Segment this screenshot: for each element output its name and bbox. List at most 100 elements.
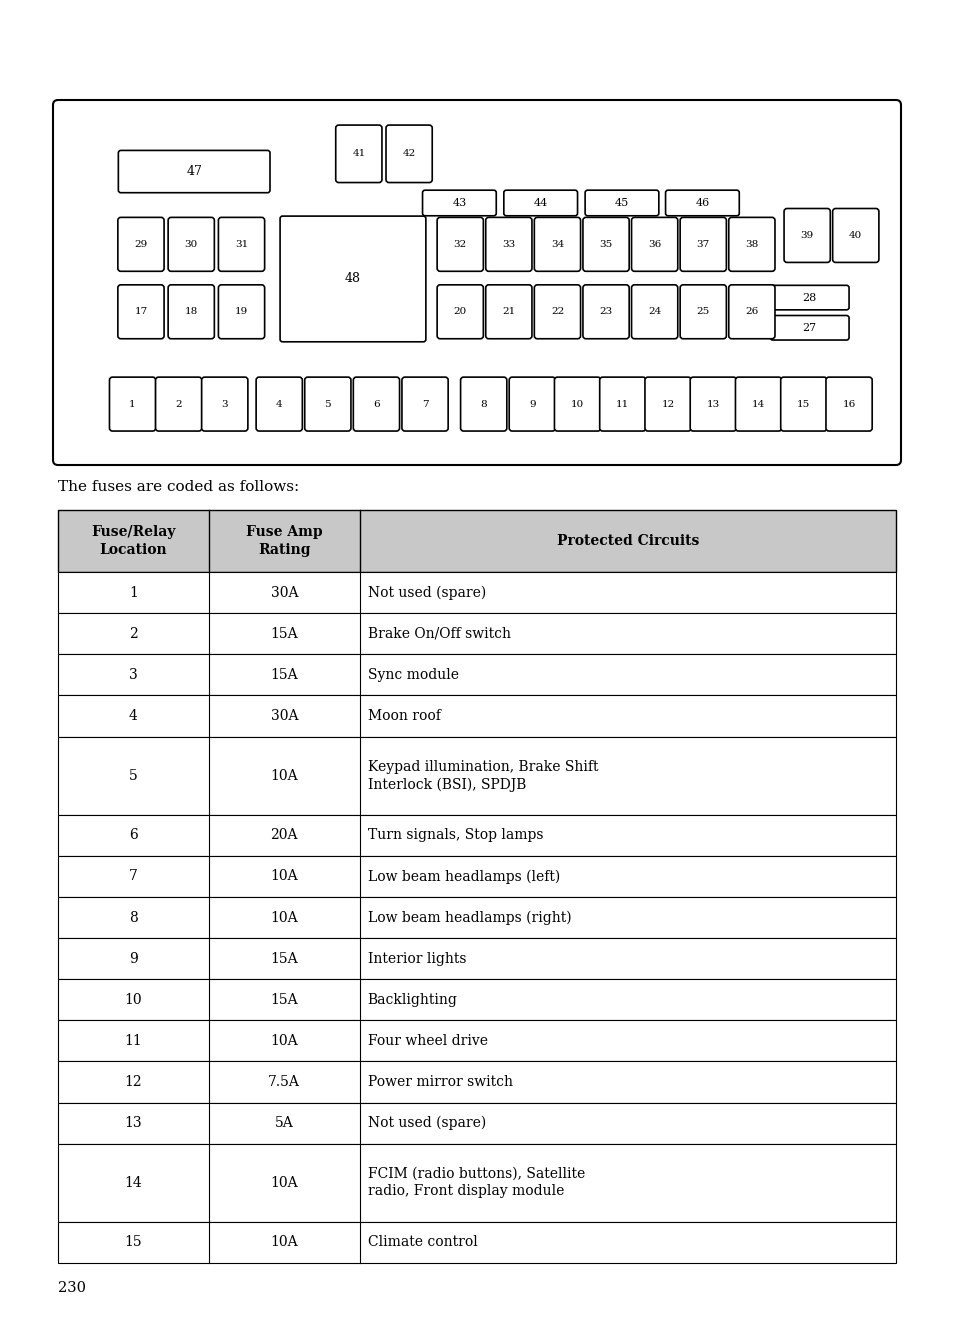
FancyBboxPatch shape xyxy=(584,190,659,216)
Text: 38: 38 xyxy=(744,240,758,249)
Text: 43: 43 xyxy=(452,198,466,208)
FancyBboxPatch shape xyxy=(218,285,264,339)
Text: 30A: 30A xyxy=(271,585,297,600)
FancyBboxPatch shape xyxy=(335,125,381,183)
Text: Low beam headlamps (right): Low beam headlamps (right) xyxy=(367,911,571,925)
Text: 12: 12 xyxy=(660,399,674,409)
Text: 19: 19 xyxy=(234,307,248,316)
Text: 1: 1 xyxy=(129,585,138,600)
Text: Climate control: Climate control xyxy=(367,1235,476,1249)
Bar xyxy=(58,654,895,696)
FancyBboxPatch shape xyxy=(118,285,164,339)
FancyBboxPatch shape xyxy=(582,217,629,272)
Bar xyxy=(58,572,895,613)
Text: 15A: 15A xyxy=(270,992,297,1007)
Text: 29: 29 xyxy=(134,240,148,249)
Text: 41: 41 xyxy=(352,149,365,158)
FancyBboxPatch shape xyxy=(280,216,425,341)
Text: 17: 17 xyxy=(134,307,148,316)
Text: 34: 34 xyxy=(550,240,563,249)
FancyBboxPatch shape xyxy=(436,217,483,272)
Text: 1: 1 xyxy=(130,399,135,409)
Text: 18: 18 xyxy=(185,307,197,316)
Text: 15: 15 xyxy=(797,399,810,409)
Bar xyxy=(58,855,895,898)
Text: 37: 37 xyxy=(696,240,709,249)
Text: Not used (spare): Not used (spare) xyxy=(367,585,485,600)
FancyBboxPatch shape xyxy=(769,315,848,340)
FancyBboxPatch shape xyxy=(401,377,448,431)
Text: 44: 44 xyxy=(533,198,547,208)
Text: 31: 31 xyxy=(234,240,248,249)
Text: 5: 5 xyxy=(324,399,331,409)
Text: 11: 11 xyxy=(125,1033,142,1048)
Text: 15A: 15A xyxy=(270,626,297,641)
Text: 15A: 15A xyxy=(270,952,297,966)
Bar xyxy=(58,696,895,737)
Text: 7: 7 xyxy=(129,870,138,883)
Text: 13: 13 xyxy=(125,1116,142,1130)
FancyBboxPatch shape xyxy=(665,190,739,216)
Text: 20A: 20A xyxy=(271,828,297,842)
Bar xyxy=(58,979,895,1020)
Bar xyxy=(58,572,895,613)
Bar xyxy=(58,855,895,898)
FancyBboxPatch shape xyxy=(201,377,248,431)
Bar xyxy=(58,898,895,938)
Text: 32: 32 xyxy=(453,240,466,249)
FancyBboxPatch shape xyxy=(168,285,214,339)
Text: 39: 39 xyxy=(800,231,813,240)
Text: 5: 5 xyxy=(129,768,137,783)
Bar xyxy=(58,1020,895,1061)
Text: 6: 6 xyxy=(373,399,379,409)
FancyBboxPatch shape xyxy=(485,285,532,339)
Text: Moon roof: Moon roof xyxy=(367,709,440,724)
Text: 28: 28 xyxy=(801,293,816,303)
Text: Protected Circuits: Protected Circuits xyxy=(556,534,699,548)
FancyBboxPatch shape xyxy=(304,377,351,431)
Text: Four wheel drive: Four wheel drive xyxy=(367,1033,487,1048)
Text: Brake On/Off switch: Brake On/Off switch xyxy=(367,626,510,641)
Text: 20: 20 xyxy=(453,307,466,316)
Bar xyxy=(58,1222,895,1263)
Text: 15A: 15A xyxy=(270,668,297,681)
Text: 10A: 10A xyxy=(270,870,297,883)
Bar xyxy=(58,510,895,572)
Bar xyxy=(58,613,895,654)
FancyBboxPatch shape xyxy=(509,377,555,431)
Text: 2: 2 xyxy=(129,626,137,641)
Text: 3: 3 xyxy=(129,668,137,681)
Bar xyxy=(58,1020,895,1061)
Text: 45: 45 xyxy=(614,198,628,208)
FancyBboxPatch shape xyxy=(728,217,774,272)
FancyBboxPatch shape xyxy=(110,377,155,431)
Bar xyxy=(58,898,895,938)
Text: 5A: 5A xyxy=(274,1116,294,1130)
Text: Interior lights: Interior lights xyxy=(367,952,466,966)
Text: 40: 40 xyxy=(848,231,862,240)
FancyBboxPatch shape xyxy=(599,377,645,431)
FancyBboxPatch shape xyxy=(168,217,214,272)
Text: 6: 6 xyxy=(129,828,137,842)
FancyBboxPatch shape xyxy=(503,190,577,216)
Bar xyxy=(58,737,895,815)
FancyBboxPatch shape xyxy=(155,377,202,431)
Text: 30A: 30A xyxy=(271,709,297,724)
Text: 22: 22 xyxy=(550,307,563,316)
Text: 10A: 10A xyxy=(270,768,297,783)
Text: 10A: 10A xyxy=(270,911,297,924)
FancyBboxPatch shape xyxy=(783,208,829,262)
Bar xyxy=(58,654,895,696)
FancyBboxPatch shape xyxy=(485,217,532,272)
FancyBboxPatch shape xyxy=(582,285,629,339)
Text: 26: 26 xyxy=(744,307,758,316)
FancyBboxPatch shape xyxy=(534,217,580,272)
Bar xyxy=(58,510,895,572)
FancyBboxPatch shape xyxy=(832,208,878,262)
Text: 7: 7 xyxy=(421,399,428,409)
Text: Turn signals, Stop lamps: Turn signals, Stop lamps xyxy=(367,828,542,842)
Text: Keypad illumination, Brake Shift
Interlock (BSI), SPDJB: Keypad illumination, Brake Shift Interlo… xyxy=(367,759,598,792)
Text: Low beam headlamps (left): Low beam headlamps (left) xyxy=(367,869,559,883)
Text: Backlighting: Backlighting xyxy=(367,992,457,1007)
Text: 10A: 10A xyxy=(270,1033,297,1048)
